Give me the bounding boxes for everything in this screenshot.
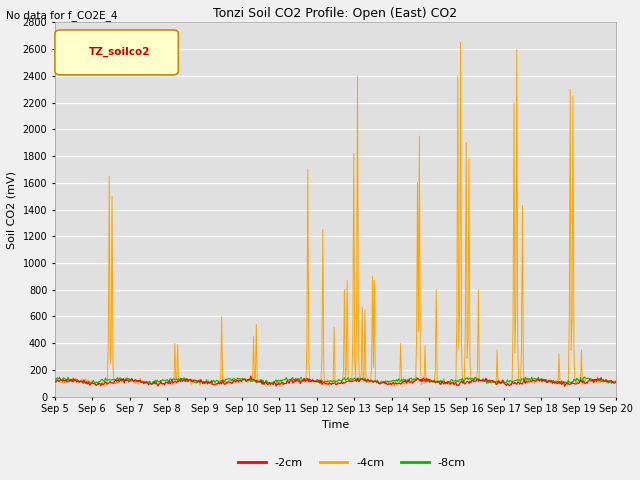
X-axis label: Time: Time [322, 420, 349, 430]
Text: No data for f_CO2E_4: No data for f_CO2E_4 [6, 10, 118, 21]
FancyBboxPatch shape [55, 30, 179, 75]
Legend: -2cm, -4cm, -8cm: -2cm, -4cm, -8cm [234, 453, 470, 472]
Title: Tonzi Soil CO2 Profile: Open (East) CO2: Tonzi Soil CO2 Profile: Open (East) CO2 [214, 7, 458, 20]
Y-axis label: Soil CO2 (mV): Soil CO2 (mV) [7, 170, 17, 249]
Text: TZ_soilco2: TZ_soilco2 [89, 47, 150, 57]
